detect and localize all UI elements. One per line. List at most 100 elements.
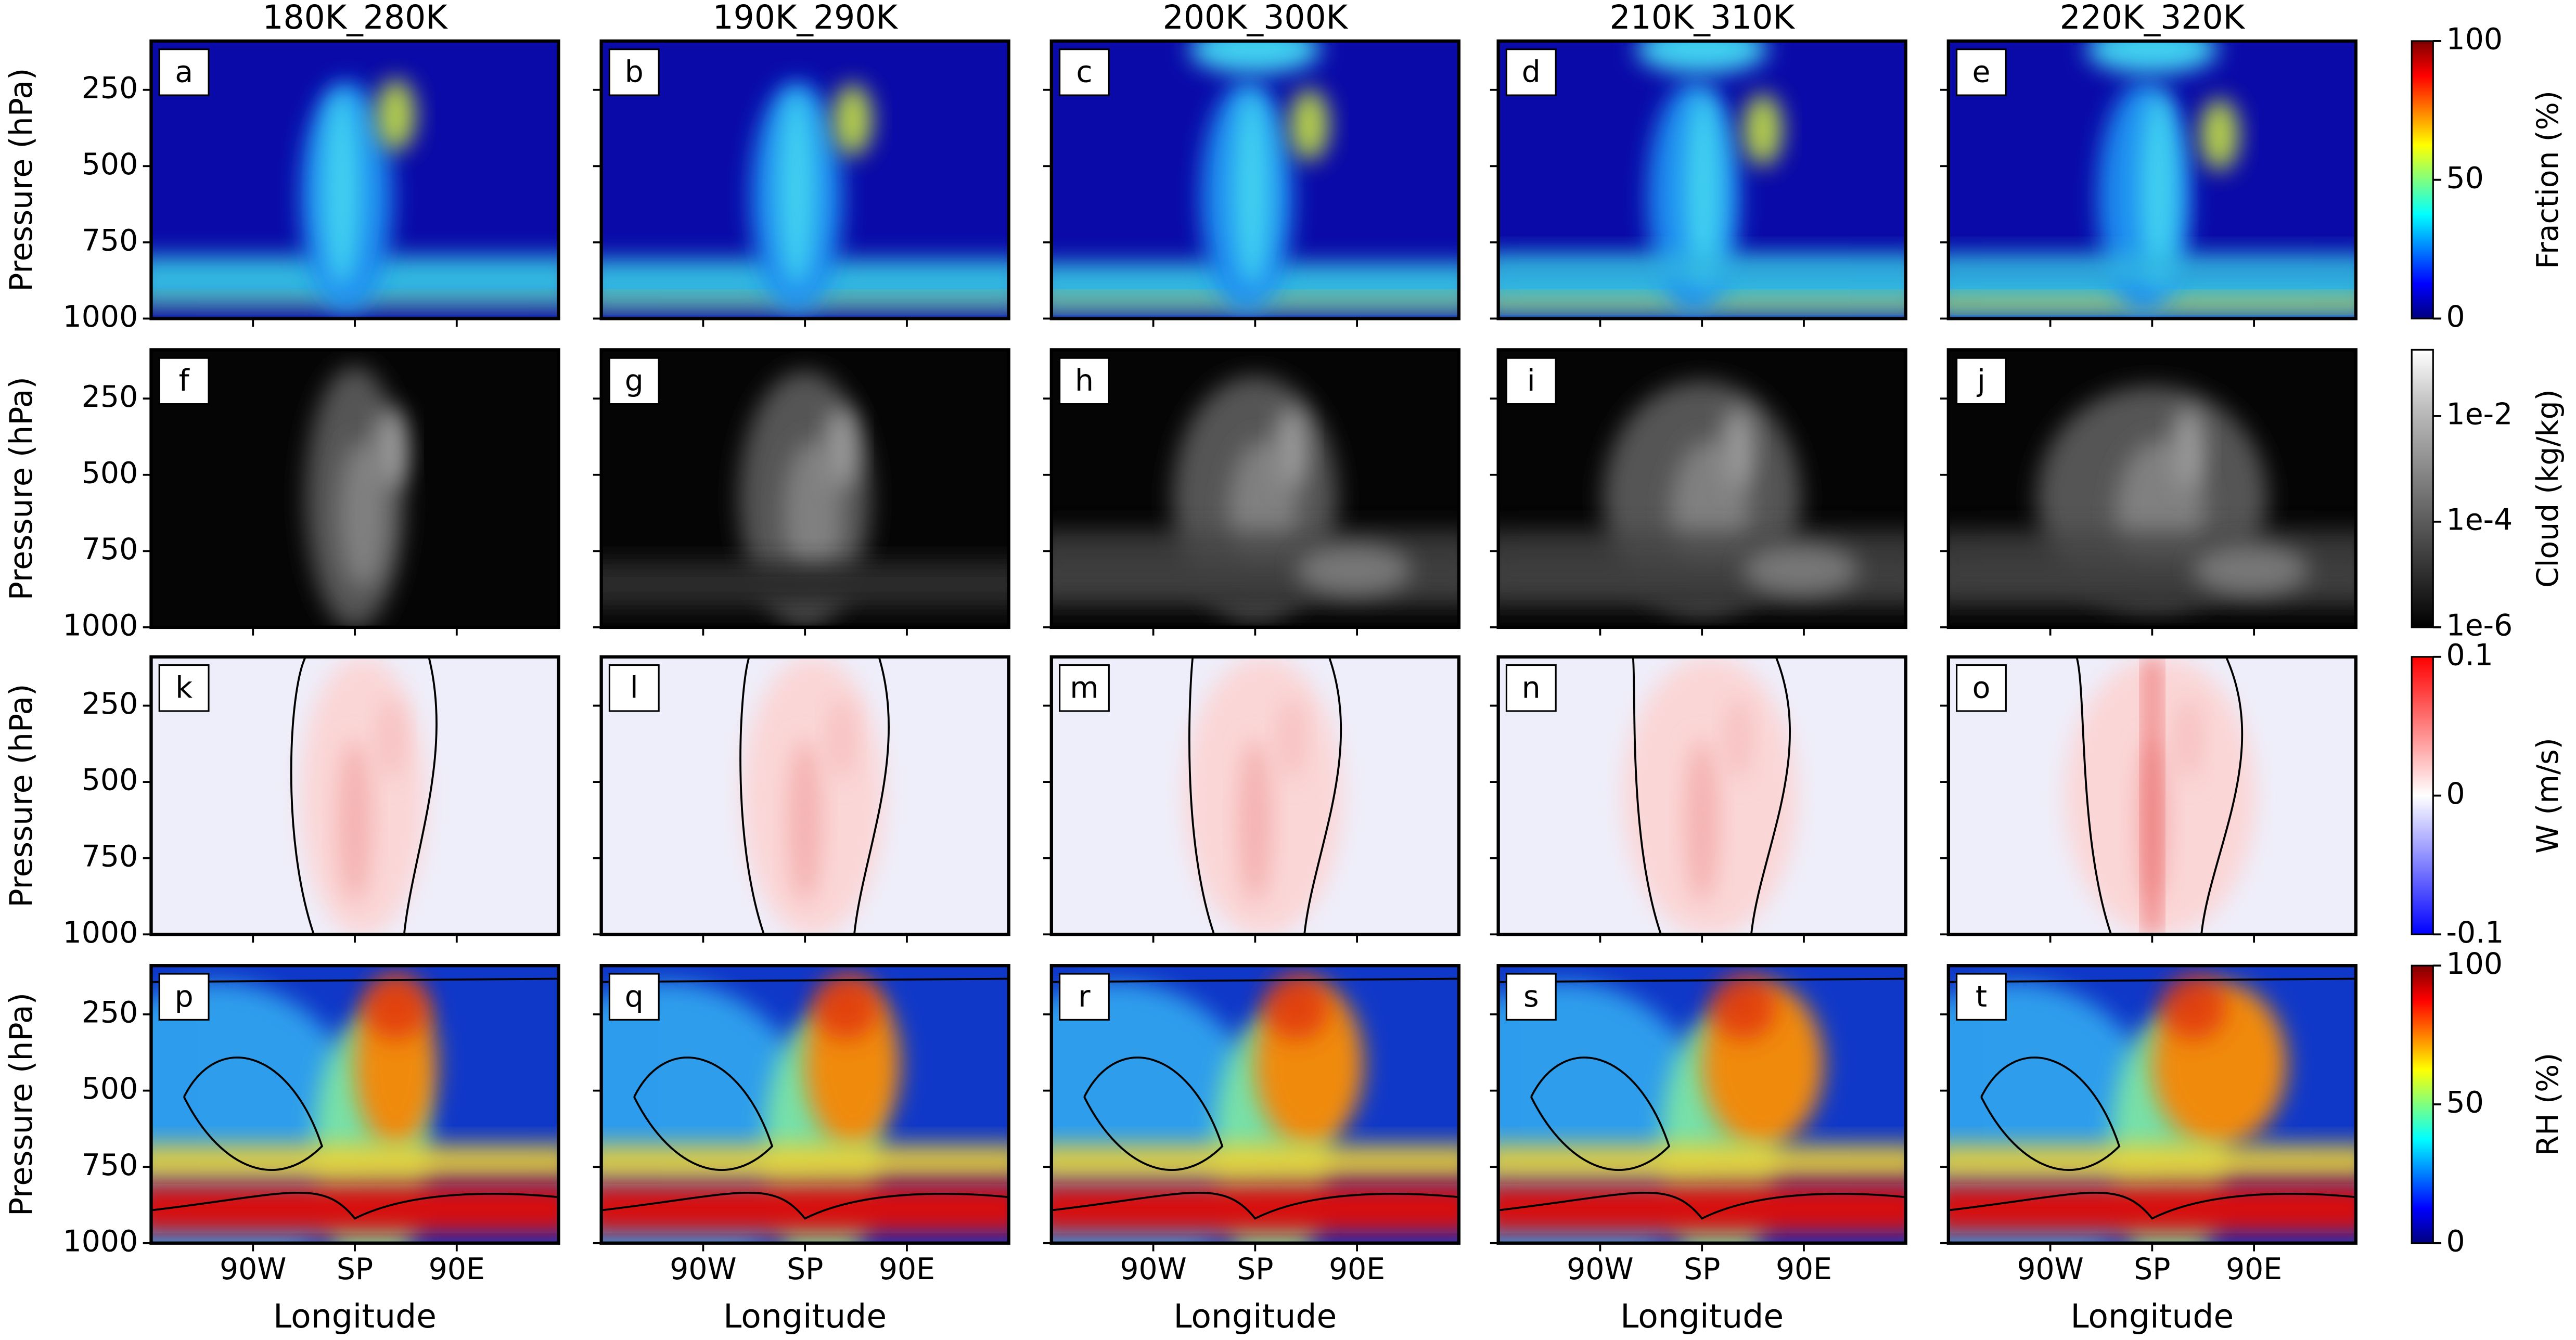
y-tick-label: 1000	[63, 916, 138, 950]
y-tick-label: 250	[82, 71, 138, 105]
field-shape	[1275, 407, 1308, 489]
contour-line	[1498, 977, 1906, 1220]
field-shape	[2160, 974, 2226, 1040]
panel-letter: e	[1972, 55, 1990, 89]
x-axis-label: Longitude	[723, 1297, 887, 1335]
y-tick-label: 500	[82, 763, 138, 797]
field-shape	[1725, 698, 1751, 780]
panel-letter: p	[175, 980, 194, 1014]
panel-field	[1051, 965, 1459, 1243]
x-tick-label: 90W	[1120, 1252, 1186, 1286]
colorbar-tick-label: 0	[2446, 300, 2465, 334]
column-title: 210K_310K	[1610, 0, 1796, 36]
field-shape	[1278, 698, 1305, 780]
field-band	[1051, 530, 1459, 596]
field-shape	[1684, 90, 1724, 288]
panel-letter-box	[1505, 973, 1557, 1021]
contour-line	[2075, 656, 2244, 935]
field-shape	[1710, 974, 1776, 1040]
column-title: 180K_280K	[262, 0, 448, 36]
panel-field	[601, 350, 1009, 627]
colorbar-tick-label: 100	[2446, 22, 2503, 57]
colorbar-tick-label: 0.1	[2446, 638, 2493, 672]
field-band	[1498, 530, 1906, 596]
field-shape	[825, 407, 858, 489]
colorbar	[2411, 964, 2434, 1244]
field-shape	[1232, 90, 1272, 288]
colorbar-label: W (m/s)	[2531, 738, 2565, 854]
panel-letter: o	[1972, 671, 1991, 705]
panel-letter-box	[1059, 357, 1110, 405]
panel-field	[1948, 350, 2356, 627]
field-shape	[374, 407, 408, 489]
panel-field	[1948, 965, 2356, 1243]
field-shape	[1743, 545, 1859, 595]
panel-letter-box	[1505, 48, 1557, 96]
field-shape	[2193, 545, 2309, 595]
panel-frame	[1049, 348, 1461, 629]
panel-letter-box	[158, 973, 210, 1021]
y-tick-label: 250	[82, 687, 138, 721]
x-tick-label: SP	[337, 1252, 373, 1286]
panel-letter: m	[1070, 671, 1098, 705]
field-shape	[784, 440, 843, 588]
panel-letter: d	[1522, 55, 1541, 89]
panel-field	[1948, 41, 2356, 319]
contour-line	[1632, 656, 1791, 935]
x-axis-label: Longitude	[2070, 1297, 2234, 1335]
panel-letter: g	[625, 364, 644, 398]
panel-field	[1051, 41, 1459, 319]
panel-field	[601, 656, 1009, 935]
x-tick-label: SP	[1237, 1252, 1273, 1286]
x-tick-label: 90E	[1776, 1252, 1832, 1286]
panel-field	[601, 965, 1009, 1243]
field-band	[1948, 1184, 2356, 1233]
colorbar	[2411, 656, 2434, 935]
x-tick-label: 90E	[429, 1252, 485, 1286]
field-shape	[376, 79, 416, 151]
panel-letter: f	[179, 364, 190, 398]
field-band	[601, 1144, 1009, 1181]
panel-field	[151, 350, 559, 627]
panel-field	[1498, 656, 1906, 935]
colorbar-tick-label: 1e-4	[2446, 503, 2513, 537]
colorbar-tick-label: 100	[2446, 947, 2503, 981]
field-shape	[338, 739, 371, 904]
field-band	[1498, 1144, 1906, 1181]
panel-letter: h	[1075, 364, 1094, 398]
field-shape	[1289, 88, 1329, 161]
y-tick-label: 1000	[63, 1224, 138, 1258]
x-tick-label: 90E	[2226, 1252, 2282, 1286]
panel-field	[1948, 656, 2356, 935]
y-axis-label: Pressure (hPa)	[3, 377, 40, 600]
x-tick-label: 90E	[1329, 1252, 1385, 1286]
colorbar-label: RH (%)	[2531, 1053, 2565, 1156]
field-shape	[1296, 545, 1412, 595]
field-shape	[322, 90, 362, 288]
y-tick-label: 750	[82, 532, 138, 566]
x-tick-label: 90W	[1567, 1252, 1633, 1286]
panel-letter: j	[1976, 364, 1985, 398]
panel-letter-box	[608, 48, 660, 96]
y-tick-label: 500	[82, 456, 138, 490]
field-band	[1051, 1144, 1459, 1181]
y-tick-label: 750	[82, 1148, 138, 1182]
contour-line	[739, 656, 890, 935]
x-tick-label: 90E	[879, 1252, 935, 1286]
contour-line	[151, 977, 559, 1220]
contour-line	[1948, 977, 2356, 1220]
contour-line	[1051, 977, 1459, 1220]
field-shape	[338, 440, 388, 588]
field-shape	[788, 739, 822, 904]
panel-letter-box	[1059, 664, 1110, 712]
field-shape	[1238, 739, 1272, 904]
panel-letter: q	[625, 980, 644, 1014]
y-tick-label: 250	[82, 380, 138, 414]
field-shape	[2199, 98, 2239, 171]
x-tick-label: SP	[1684, 1252, 1720, 1286]
field-band	[2145, 656, 2159, 935]
panel-letter: k	[175, 671, 193, 705]
panel-field	[1498, 41, 1906, 319]
